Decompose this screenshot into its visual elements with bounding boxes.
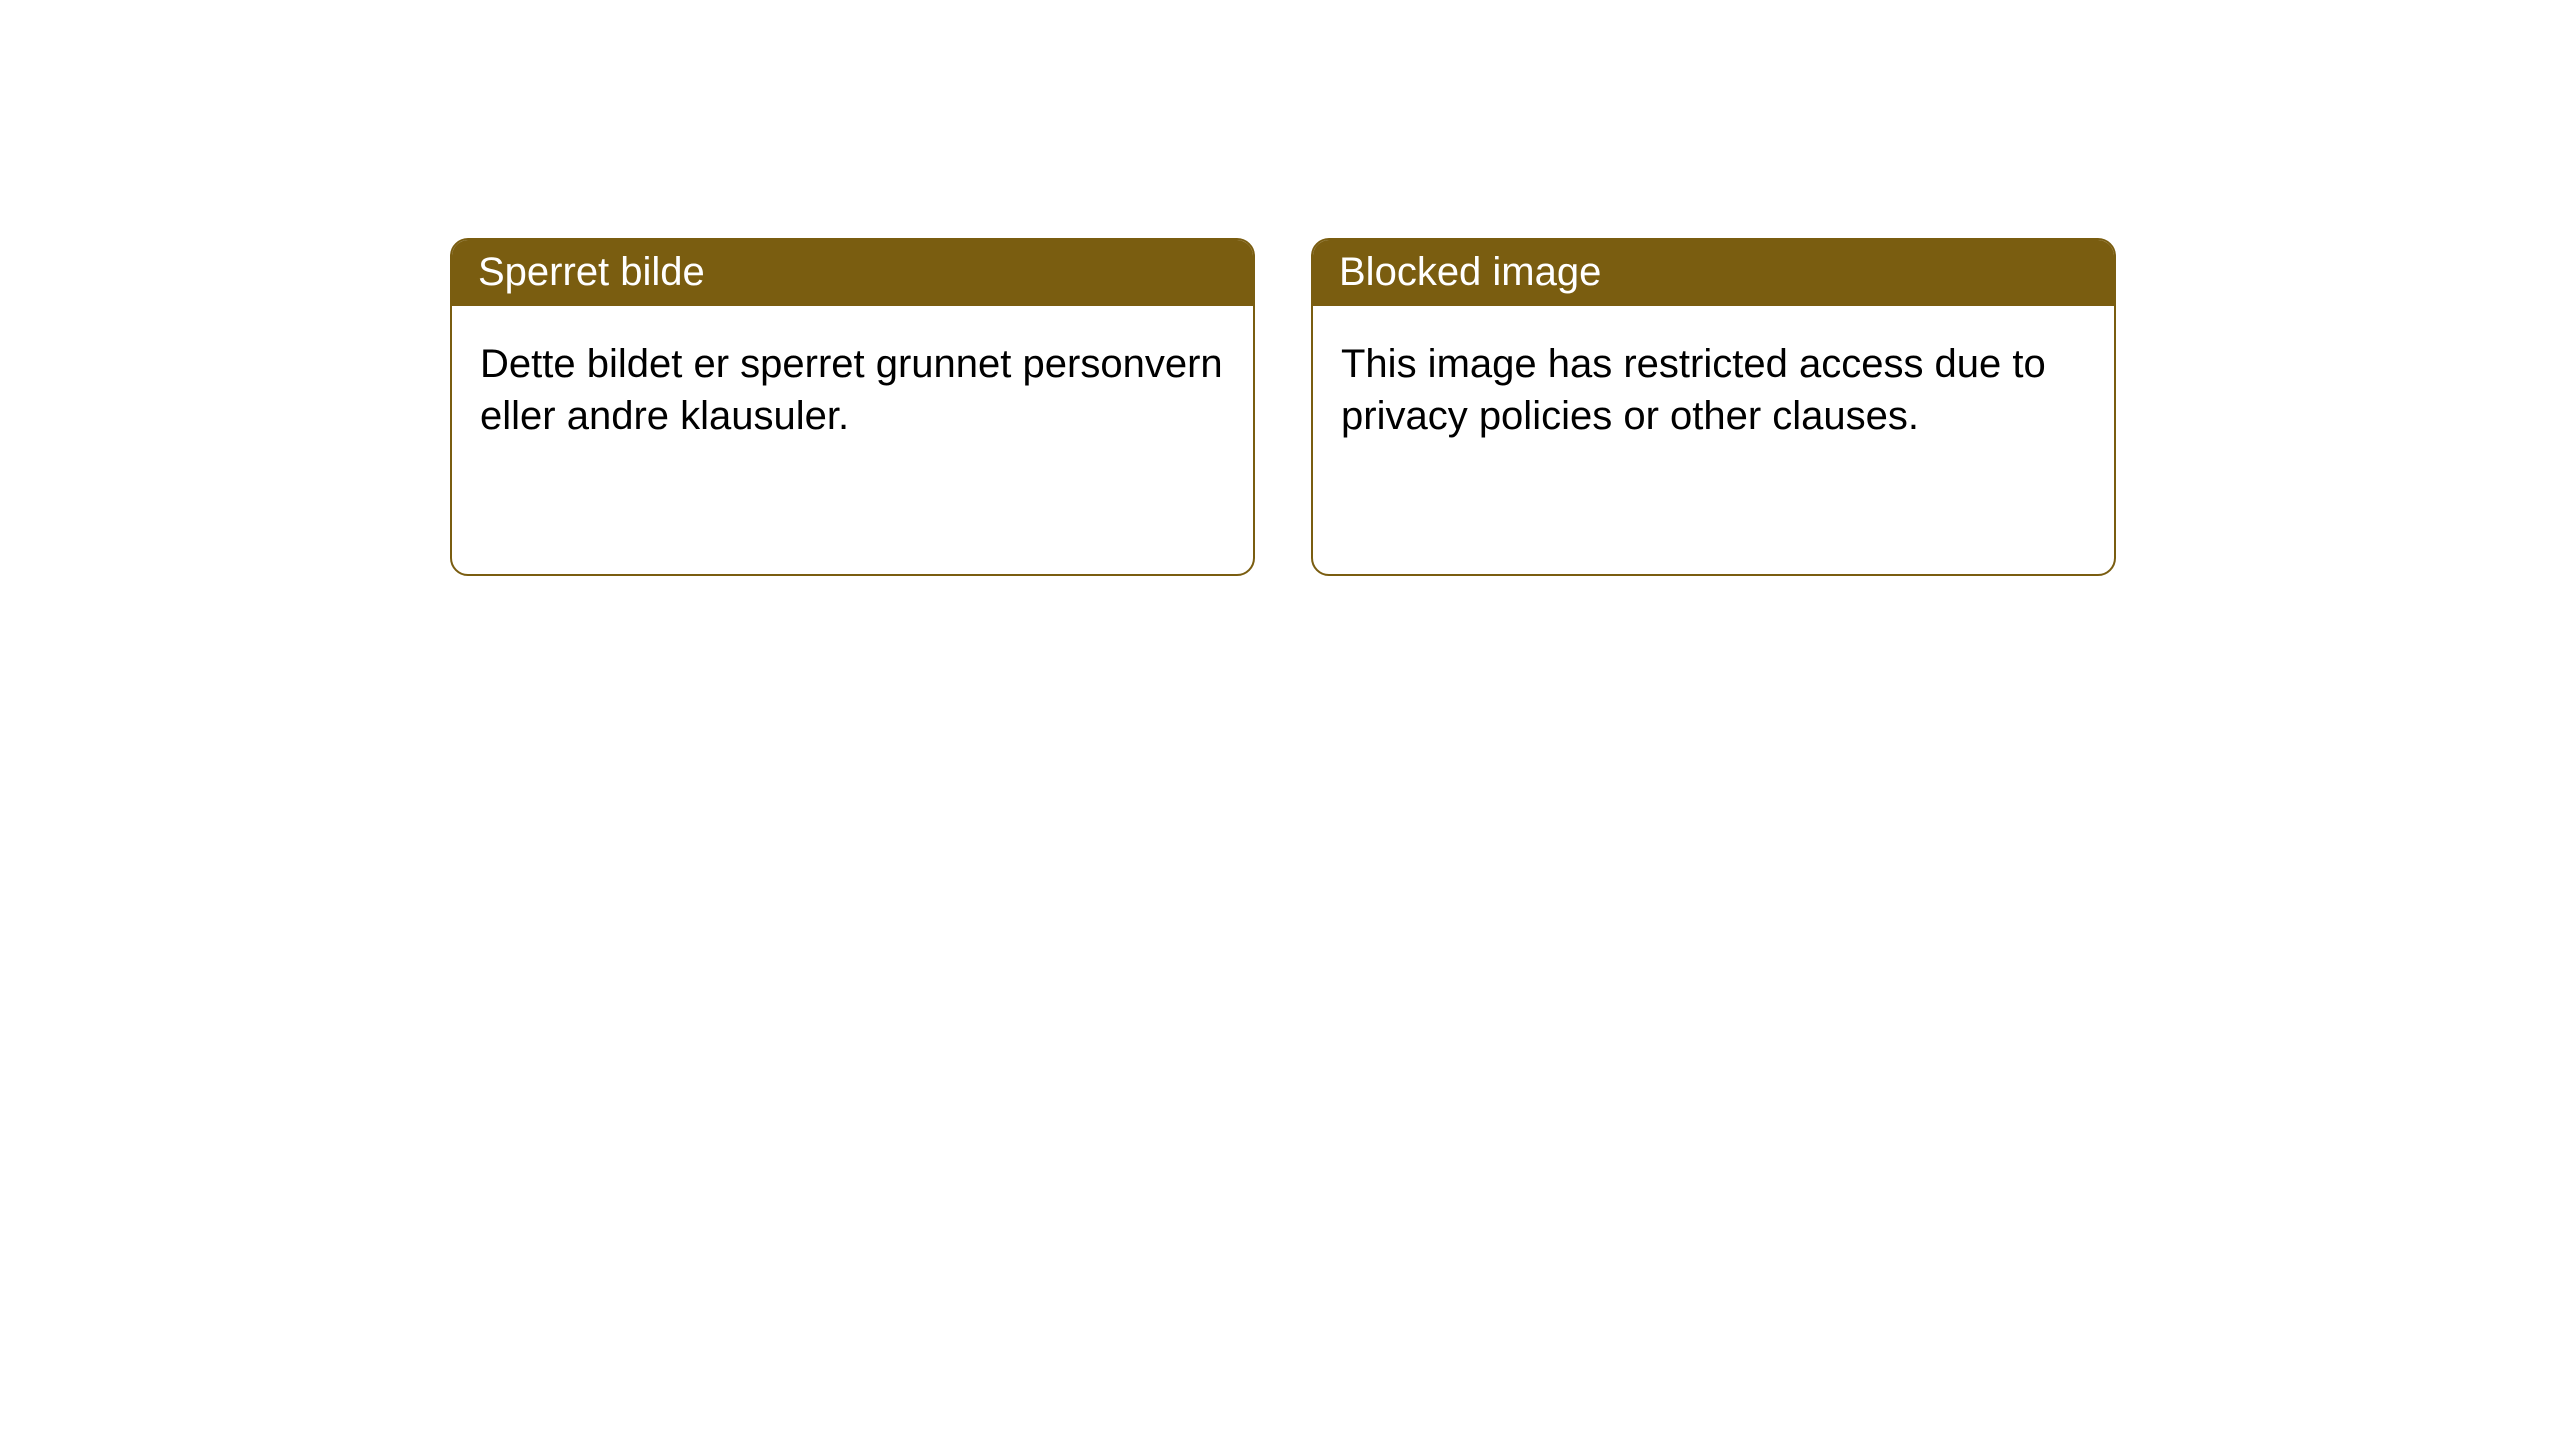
- card-header: Sperret bilde: [452, 240, 1253, 306]
- blocked-image-card-en: Blocked image This image has restricted …: [1311, 238, 2116, 576]
- card-body: This image has restricted access due to …: [1313, 306, 2114, 474]
- card-title: Sperret bilde: [478, 250, 705, 294]
- notice-container: Sperret bilde Dette bildet er sperret gr…: [0, 0, 2560, 576]
- card-message: This image has restricted access due to …: [1341, 342, 2046, 438]
- card-header: Blocked image: [1313, 240, 2114, 306]
- card-title: Blocked image: [1339, 250, 1601, 294]
- card-body: Dette bildet er sperret grunnet personve…: [452, 306, 1253, 474]
- card-message: Dette bildet er sperret grunnet personve…: [480, 342, 1223, 438]
- blocked-image-card-no: Sperret bilde Dette bildet er sperret gr…: [450, 238, 1255, 576]
